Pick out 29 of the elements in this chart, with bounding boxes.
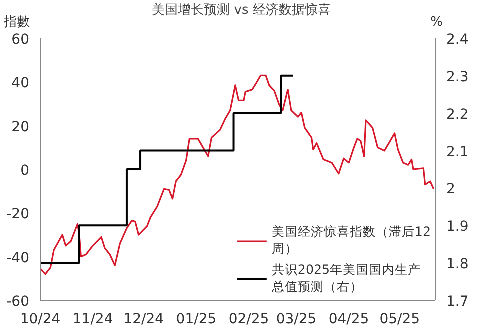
x-tick-label: 11/24: [72, 312, 114, 328]
y-tick-label: 20: [12, 119, 30, 136]
y2-tick-label: 2.2: [446, 106, 469, 123]
x-tick-label: 04/25: [328, 312, 370, 328]
y-tick-label: 40: [12, 76, 30, 92]
x-tick-label: 03/25: [276, 312, 317, 328]
x-tick-label: 12/24: [124, 312, 164, 328]
legend-label: 共识2025年美国国内生产总值预测（右）: [272, 262, 422, 296]
x-tick-label: 10/24: [20, 312, 61, 328]
x-tick-label: 05/25: [380, 312, 420, 328]
y-tick-label: -40: [6, 250, 30, 266]
y-axis-title: 指數: [4, 14, 30, 32]
y-tick-label: 0: [20, 163, 30, 179]
y2-tick-label: 1.8: [446, 256, 469, 273]
y2-tick-label: 1.9: [446, 219, 469, 236]
y2-tick-label: 2.4: [446, 32, 469, 48]
x-tick-label: 02/25: [228, 312, 270, 328]
chart-title: 美国增长预测 vs 经济数据惊喜: [152, 3, 331, 18]
legend-label: 美国经济惊喜指数（滞后12周）: [272, 224, 431, 258]
y2-tick-label: 2.3: [446, 69, 469, 86]
y-tick-label: -20: [6, 206, 30, 223]
y2-axis-title: %: [430, 14, 443, 32]
y2-tick-label: 1.7: [446, 294, 469, 310]
y2-tick-label: 2: [446, 182, 456, 198]
y-tick-label: 60: [12, 32, 30, 48]
line-series: [40, 74, 435, 276]
x-tick-label: 01/25: [176, 312, 217, 328]
y-tick-label: -60: [6, 294, 30, 310]
y2-tick-label: 2.1: [446, 144, 469, 160]
